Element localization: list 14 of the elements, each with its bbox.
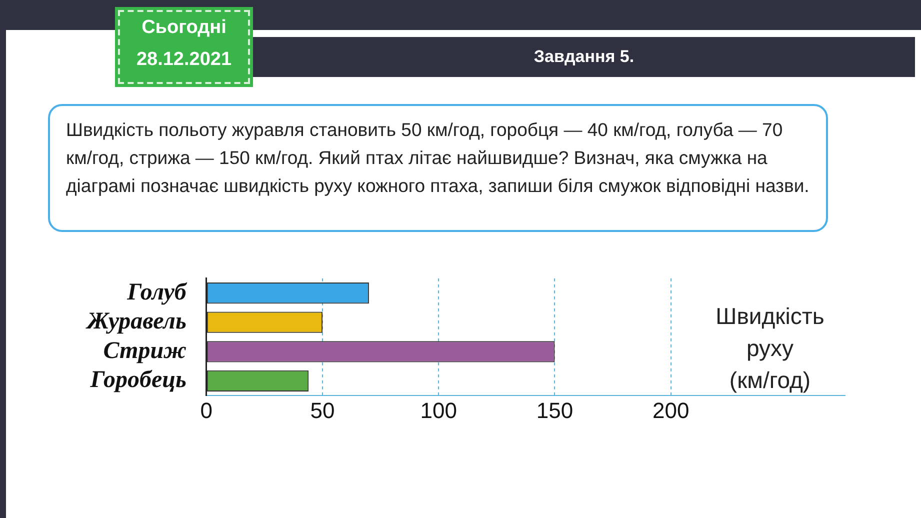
x-tick-label: 100 (420, 398, 457, 423)
x-tick-label: 0 (200, 398, 213, 423)
chart-subtitle: Швидкість польоту журавля становить 50 км/год, горобця — 40 км/год, голуба — 70 км/год, стрижа — 150 км/год. Який птах літає найшвидше? Визнач, яка смужка на діаграмі позначає швидкість руху кожного птаха, запиши біля смужок відповідні назви. (48, 104, 828, 232)
y-tick-label: Горобець (89, 367, 186, 394)
y-tick-label: Голуб (126, 279, 188, 306)
x-tick-label: 50 (310, 398, 335, 423)
text: 28.12.2021 (135, 48, 233, 72)
chart-title: Завдання 5. (253, 37, 915, 77)
y-tick-label: Журавель (85, 308, 186, 335)
x-tick-label: 150 (536, 398, 574, 423)
x-axis-title: Швидкість руху (км/год) (716, 303, 824, 393)
text: Сьогодні (140, 16, 228, 40)
x-tick-label: 200 (652, 398, 690, 423)
y-tick-label: Стриж (103, 338, 187, 364)
